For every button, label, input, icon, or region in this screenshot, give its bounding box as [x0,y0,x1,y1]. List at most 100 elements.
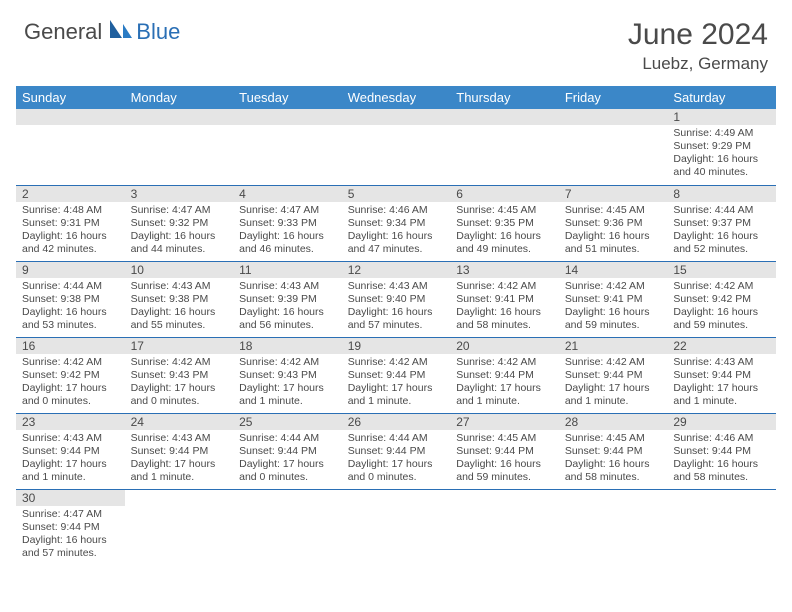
day-details: Sunrise: 4:44 AMSunset: 9:44 PMDaylight:… [233,430,342,489]
daylight-text-2: and 1 minute. [22,471,119,484]
daylight-text-2: and 58 minutes. [565,471,662,484]
day-number: 17 [125,338,234,354]
daylight-text-2: and 51 minutes. [565,243,662,256]
day-number-row: 11 [233,262,342,278]
day-number: 25 [233,414,342,430]
day-number-row: 18 [233,338,342,354]
daylight-text-2: and 1 minute. [673,395,770,408]
day-details: Sunrise: 4:42 AMSunset: 9:43 PMDaylight:… [125,354,234,413]
day-number-row: 2 [16,186,125,202]
sunset-text: Sunset: 9:40 PM [348,293,445,306]
daylight-text-2: and 1 minute. [239,395,336,408]
sunset-text: Sunset: 9:44 PM [22,445,119,458]
day-details: Sunrise: 4:42 AMSunset: 9:44 PMDaylight:… [342,354,451,413]
day-details: Sunrise: 4:45 AMSunset: 9:44 PMDaylight:… [559,430,668,489]
calendar-cell: 10Sunrise: 4:43 AMSunset: 9:38 PMDayligh… [125,261,234,337]
day-number-row: 9 [16,262,125,278]
calendar-table: Sunday Monday Tuesday Wednesday Thursday… [16,86,776,565]
weekday-header: Saturday [667,86,776,109]
day-details: Sunrise: 4:45 AMSunset: 9:44 PMDaylight:… [450,430,559,489]
daylight-text: Daylight: 16 hours [673,153,770,166]
calendar-cell: 30Sunrise: 4:47 AMSunset: 9:44 PMDayligh… [16,489,125,565]
day-number: 30 [16,490,125,506]
sunset-text: Sunset: 9:43 PM [239,369,336,382]
day-details: Sunrise: 4:44 AMSunset: 9:44 PMDaylight:… [342,430,451,489]
sunrise-text: Sunrise: 4:43 AM [673,356,770,369]
day-details: Sunrise: 4:42 AMSunset: 9:44 PMDaylight:… [559,354,668,413]
day-number-row: 21 [559,338,668,354]
sunset-text: Sunset: 9:44 PM [565,445,662,458]
sunset-text: Sunset: 9:44 PM [348,445,445,458]
day-number: 8 [667,186,776,202]
day-number: 5 [342,186,451,202]
day-number: 23 [16,414,125,430]
day-details: Sunrise: 4:42 AMSunset: 9:42 PMDaylight:… [16,354,125,413]
header: General Blue June 2024 Luebz, Germany [0,0,792,82]
daylight-text: Daylight: 17 hours [22,382,119,395]
day-number: 12 [342,262,451,278]
day-number: 7 [559,186,668,202]
sunset-text: Sunset: 9:36 PM [565,217,662,230]
daylight-text-2: and 1 minute. [565,395,662,408]
sunrise-text: Sunrise: 4:43 AM [22,432,119,445]
sunset-text: Sunset: 9:42 PM [22,369,119,382]
calendar-cell: 11Sunrise: 4:43 AMSunset: 9:39 PMDayligh… [233,261,342,337]
daylight-text-2: and 56 minutes. [239,319,336,332]
sunset-text: Sunset: 9:31 PM [22,217,119,230]
sunset-text: Sunset: 9:44 PM [456,445,553,458]
calendar-cell: 23 Sunrise: 4:43 AMSunset: 9:44 PMDayligh… [16,413,125,489]
day-details: Sunrise: 4:42 AMSunset: 9:44 PMDaylight:… [450,354,559,413]
sunset-text: Sunset: 9:44 PM [131,445,228,458]
daylight-text: Daylight: 17 hours [22,458,119,471]
calendar-cell: 1Sunrise: 4:49 AMSunset: 9:29 PMDaylight… [667,109,776,185]
sunrise-text: Sunrise: 4:42 AM [565,280,662,293]
day-number: 19 [342,338,451,354]
calendar-cell [342,109,451,185]
sunrise-text: Sunrise: 4:43 AM [348,280,445,293]
day-details: Sunrise: 4:44 AMSunset: 9:38 PMDaylight:… [16,278,125,337]
day-number: 21 [559,338,668,354]
calendar-cell: 7Sunrise: 4:45 AMSunset: 9:36 PMDaylight… [559,185,668,261]
daylight-text-2: and 40 minutes. [673,166,770,179]
calendar-cell [342,489,451,565]
day-details: Sunrise: 4:43 AMSunset: 9:44 PMDaylight:… [125,430,234,489]
calendar-cell: 22Sunrise: 4:43 AMSunset: 9:44 PMDayligh… [667,337,776,413]
calendar-cell [233,489,342,565]
daylight-text: Daylight: 16 hours [456,306,553,319]
sunrise-text: Sunrise: 4:47 AM [22,508,119,521]
day-details: Sunrise: 4:42 AMSunset: 9:43 PMDaylight:… [233,354,342,413]
day-number: 2 [16,186,125,202]
day-number-row: 15 [667,262,776,278]
sunset-text: Sunset: 9:44 PM [673,369,770,382]
day-number: 26 [342,414,451,430]
daylight-text-2: and 0 minutes. [239,471,336,484]
sunrise-text: Sunrise: 4:44 AM [22,280,119,293]
sunrise-text: Sunrise: 4:48 AM [22,204,119,217]
daylight-text-2: and 42 minutes. [22,243,119,256]
calendar-week-row: 23Sunrise: 4:43 AMSunset: 9:44 PMDayligh… [16,413,776,489]
calendar-cell: 9Sunrise: 4:44 AMSunset: 9:38 PMDaylight… [16,261,125,337]
day-number-row: 13 [450,262,559,278]
daylight-text: Daylight: 16 hours [22,306,119,319]
calendar-cell: 16Sunrise: 4:42 AMSunset: 9:42 PMDayligh… [16,337,125,413]
sunrise-text: Sunrise: 4:42 AM [565,356,662,369]
day-number-row: 25 [233,414,342,430]
day-number: 27 [450,414,559,430]
sunset-text: Sunset: 9:29 PM [673,140,770,153]
calendar-cell: 15Sunrise: 4:42 AMSunset: 9:42 PMDayligh… [667,261,776,337]
calendar-cell: 29Sunrise: 4:46 AMSunset: 9:44 PMDayligh… [667,413,776,489]
calendar-cell: 27Sunrise: 4:45 AMSunset: 9:44 PMDayligh… [450,413,559,489]
day-details: Sunrise: 4:49 AMSunset: 9:29 PMDaylight:… [667,125,776,184]
calendar-cell [559,489,668,565]
day-number: 11 [233,262,342,278]
daylight-text: Daylight: 17 hours [565,382,662,395]
weekday-header: Tuesday [233,86,342,109]
day-number-row: 5 [342,186,451,202]
day-number-row: 6 [450,186,559,202]
sunrise-text: Sunrise: 4:42 AM [22,356,119,369]
day-details: Sunrise: 4:44 AMSunset: 9:37 PMDaylight:… [667,202,776,261]
day-number: 13 [450,262,559,278]
sunrise-text: Sunrise: 4:42 AM [456,280,553,293]
day-number-row: 20 [450,338,559,354]
daylight-text: Daylight: 17 hours [131,458,228,471]
